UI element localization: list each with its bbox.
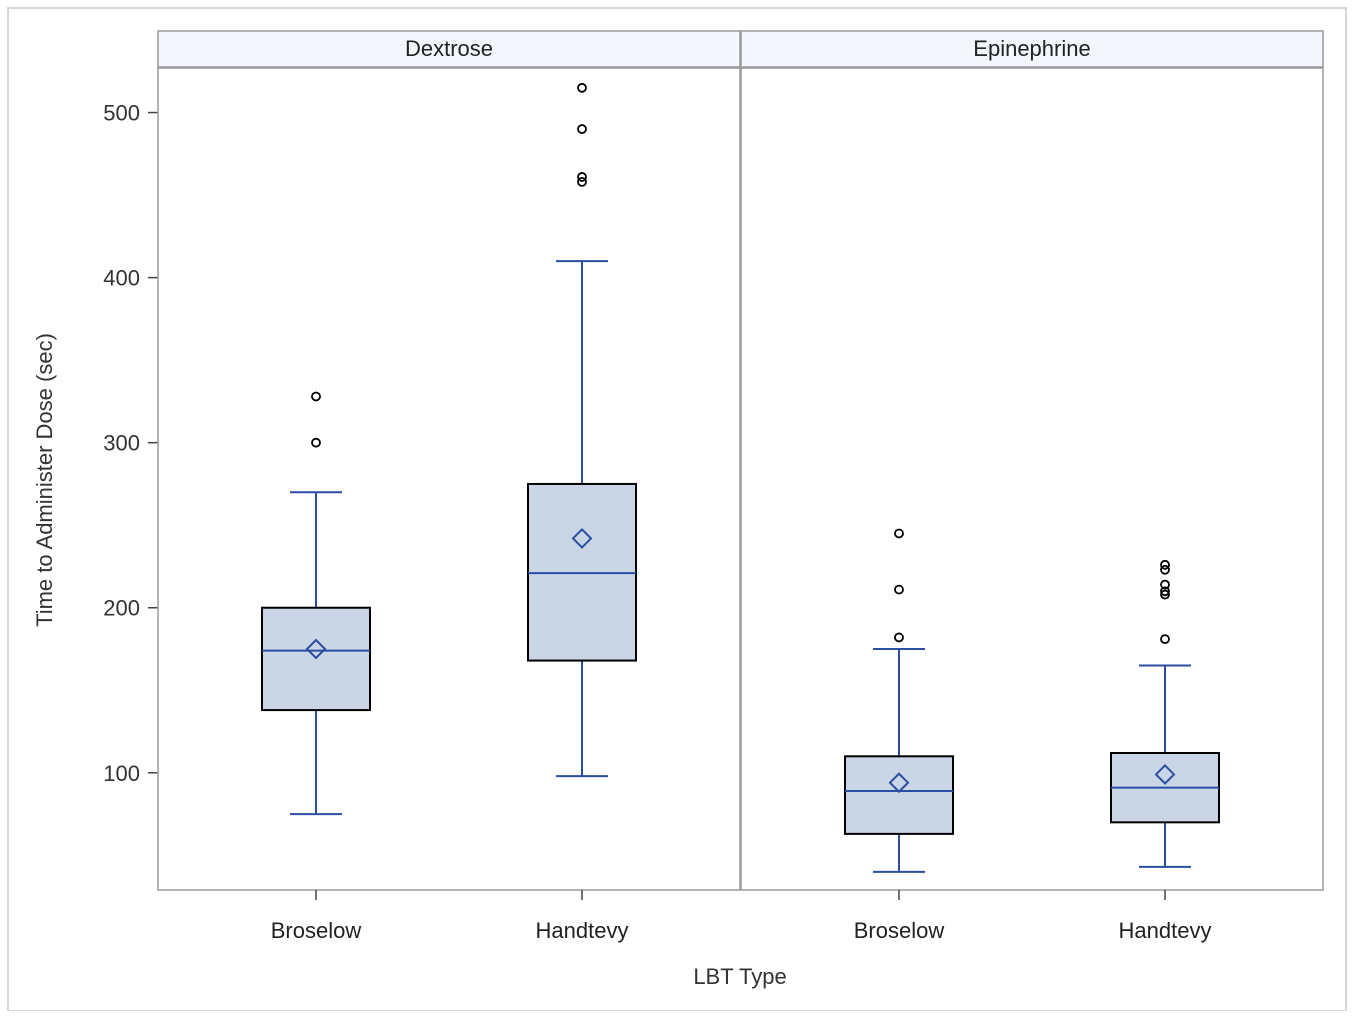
outlier-point <box>894 632 904 643</box>
outlier-point <box>311 437 321 448</box>
mean-marker <box>888 772 910 794</box>
box-dextrose-handtevy <box>527 82 637 778</box>
box-dextrose-broselow <box>261 391 371 816</box>
outlier-point <box>577 176 587 187</box>
box-epinephrine-handtevy <box>1110 559 1220 868</box>
panel-header <box>740 30 1324 68</box>
x-tick-label: Broselow <box>854 918 945 943</box>
x-tick-label: Broselow <box>271 918 362 943</box>
outlier-point <box>577 82 587 93</box>
outlier-point <box>1160 579 1170 590</box>
panel-epinephrine: Epinephrine Broselow Handtevy <box>740 30 1324 943</box>
x-tick-label: Handtevy <box>536 918 629 943</box>
box-epinephrine-broselow <box>844 528 954 873</box>
panel-frame <box>740 67 1324 891</box>
outlier-point <box>1160 634 1170 645</box>
outlier-point <box>1160 564 1170 575</box>
mean-marker <box>1154 764 1176 785</box>
outlier-point <box>311 391 321 402</box>
panel-frame <box>157 67 741 891</box>
iqr-box <box>261 606 371 712</box>
y-tick-label: 300 <box>103 431 140 456</box>
y-tick-label: 100 <box>103 761 140 786</box>
outlier-point <box>1160 586 1170 597</box>
y-tick-label: 400 <box>103 266 140 291</box>
panel-header-label: Epinephrine <box>973 36 1090 61</box>
outlier-point <box>894 528 904 539</box>
outlier-point <box>1160 559 1170 570</box>
panel-header <box>157 30 741 68</box>
outlier-point <box>894 584 904 595</box>
outlier-point <box>1160 589 1170 600</box>
y-tick-label: 200 <box>103 596 140 621</box>
y-axis-label: Time to Administer Dose (sec) <box>32 333 57 627</box>
panel-dextrose: Dextrose Broselow Handtevy <box>157 30 741 943</box>
y-tick-label: 500 <box>103 101 140 126</box>
panel-header-label: Dextrose <box>405 36 493 61</box>
outlier-point <box>577 172 587 182</box>
mean-marker <box>305 638 327 660</box>
mean-marker <box>571 528 593 549</box>
x-tick-label: Handtevy <box>1119 918 1212 943</box>
x-axis-label: LBT Type <box>693 964 786 989</box>
outlier-point <box>577 124 587 134</box>
iqr-box <box>844 755 954 835</box>
